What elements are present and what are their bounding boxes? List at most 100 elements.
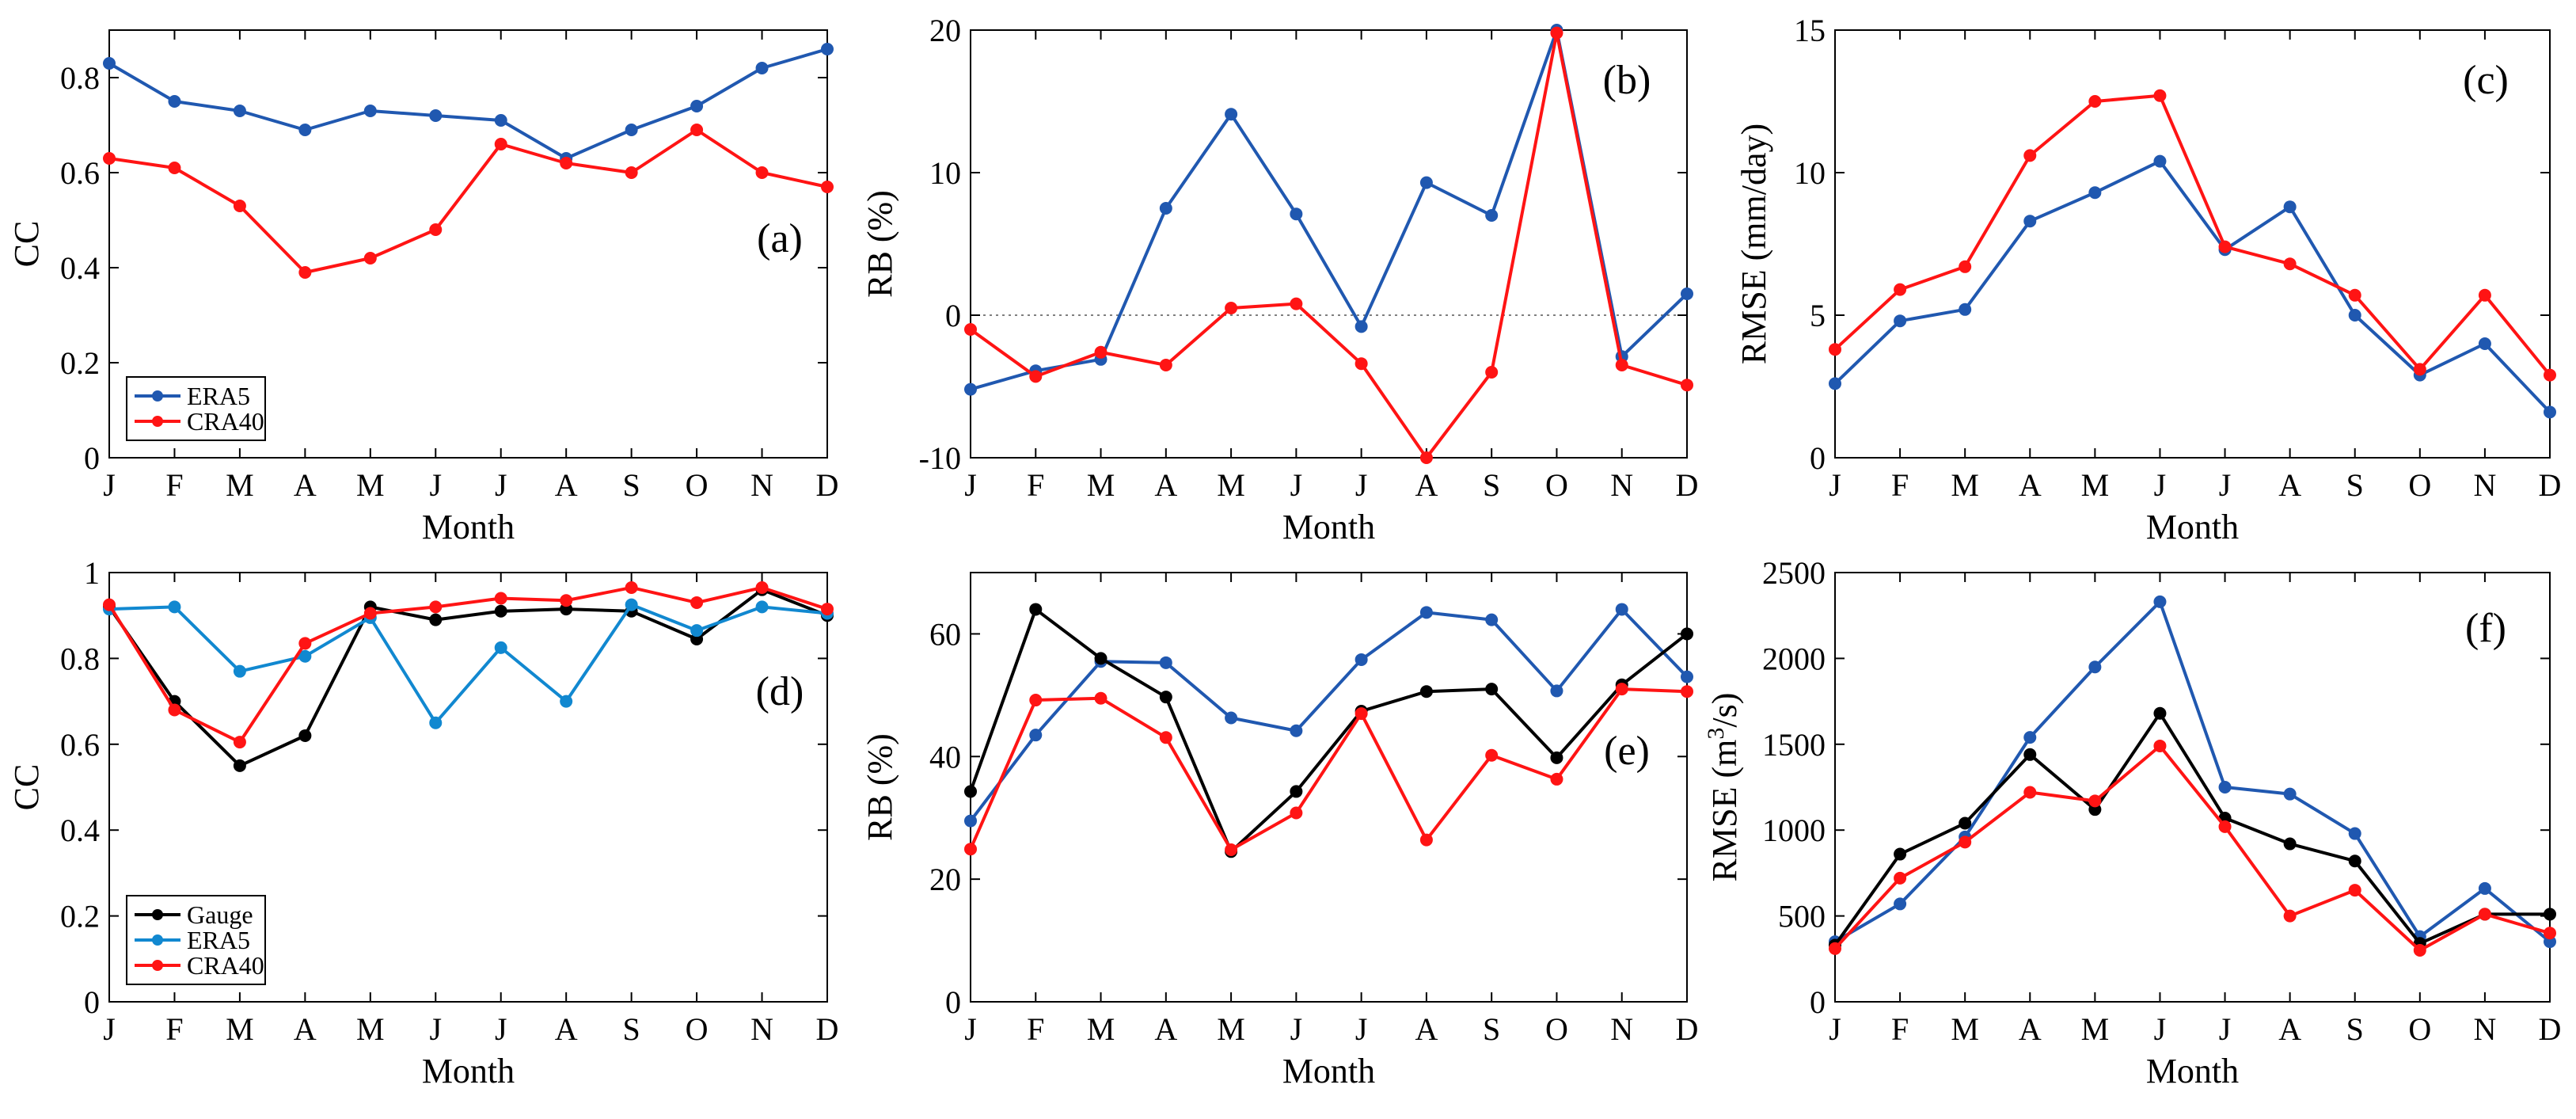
panel-label: (d)	[756, 669, 804, 714]
y-tick-label: -10	[919, 440, 961, 476]
data-point	[363, 607, 377, 620]
series-line	[969, 31, 1688, 459]
y-axis-label: RMSE (mm/day)	[1734, 124, 1773, 364]
data-point	[1419, 451, 1433, 464]
data-point	[2023, 149, 2037, 162]
data-point	[494, 138, 507, 150]
data-point	[2478, 337, 2491, 350]
series-cra40	[1829, 89, 2556, 382]
series-line	[1833, 744, 2551, 952]
data-point	[298, 124, 312, 136]
y-tick-label: 0.2	[60, 345, 100, 381]
x-tick-label: S	[623, 467, 640, 503]
panel-label: (b)	[1603, 58, 1651, 103]
data-point	[1290, 785, 1303, 798]
data-point	[2478, 881, 2491, 895]
x-tick-label: J	[2154, 1011, 2167, 1047]
data-point	[964, 785, 977, 798]
y-tick-label: 10	[1794, 155, 1826, 191]
x-tick-label: J	[2219, 1011, 2232, 1047]
series-line	[108, 128, 828, 274]
data-point	[1290, 806, 1303, 820]
x-axis-label: Month	[422, 1052, 515, 1090]
data-point	[1354, 320, 1368, 333]
panel-label: (c)	[2463, 58, 2509, 103]
data-point	[2283, 787, 2297, 801]
y-tick-label: 2000	[1762, 641, 1826, 676]
data-point	[103, 57, 116, 70]
x-tick-label: D	[1676, 467, 1699, 503]
x-tick-label: F	[1027, 467, 1044, 503]
y-tick-label: 0.6	[60, 727, 100, 763]
x-tick-label: J	[1829, 467, 1841, 503]
x-tick-label: A	[294, 1011, 317, 1047]
data-point	[1615, 359, 1628, 371]
data-point	[1029, 370, 1043, 383]
y-axis-label: RB (%)	[861, 190, 899, 298]
series-line	[1833, 93, 2551, 376]
data-point	[233, 759, 246, 772]
x-tick-label: M	[2081, 467, 2110, 503]
data-point	[1894, 897, 1907, 911]
series-line	[108, 588, 828, 767]
data-point	[1681, 379, 1693, 392]
series-cra40	[1829, 739, 2556, 957]
x-tick-label: O	[2408, 467, 2431, 503]
data-point	[964, 814, 977, 828]
x-tick-label: A	[2019, 467, 2042, 503]
data-point	[2348, 827, 2361, 840]
panel-c: 0 5 10 15 J F M A M J J A S O N D Month RMSE (mm/day) (c)	[1734, 13, 2561, 546]
data-point	[363, 105, 377, 117]
axes-box	[1834, 29, 2551, 459]
data-point	[1159, 691, 1172, 704]
data-point	[690, 100, 704, 112]
data-point	[1029, 603, 1043, 616]
x-tick-label: M	[1951, 467, 1979, 503]
data-point	[1681, 627, 1693, 641]
x-tick-label: N	[750, 467, 773, 503]
data-point	[1485, 209, 1499, 222]
series-gauge	[964, 603, 1693, 858]
y-tick-label: 0	[1810, 440, 1826, 476]
x-tick-label: M	[356, 1011, 385, 1047]
x-tick-label: A	[2019, 1011, 2042, 1047]
data-point	[1485, 613, 1499, 626]
data-point	[1094, 345, 1108, 359]
panel-f: 0 500 1000 1500 2000 2500 J F M A M J J A S O N D Month RMS…	[1703, 555, 2561, 1090]
y-axis-label: RB (%)	[861, 733, 899, 841]
data-point	[1159, 731, 1172, 744]
y-axis-label: CC	[7, 764, 46, 811]
data-point	[2153, 89, 2167, 102]
x-tick-label: F	[165, 1011, 183, 1047]
legend-label: ERA5	[187, 382, 250, 410]
x-tick-label: J	[103, 1011, 116, 1047]
data-point	[233, 736, 246, 749]
data-point	[1354, 357, 1368, 371]
x-axis-label: Month	[1282, 508, 1375, 546]
panel-e: 0 20 40 60 J F M A M J J A S O N D Month RB (%) (e)	[861, 572, 1698, 1090]
panel-a: 0 0.2 0.4 0.6 0.8 J F M A M J J A S O N D Month CC (a) ERA5C…	[7, 29, 838, 546]
x-tick-label: O	[686, 467, 709, 503]
x-tick-label: D	[816, 1011, 839, 1047]
series-line	[1833, 711, 2550, 946]
data-point	[2348, 288, 2361, 302]
series-line	[108, 585, 828, 744]
data-point	[1159, 359, 1172, 371]
x-tick-label: N	[750, 1011, 773, 1047]
x-axis-label: Month	[2146, 508, 2239, 546]
data-point	[1681, 287, 1693, 300]
x-tick-label: N	[2473, 1011, 2496, 1047]
data-point	[1354, 653, 1368, 666]
data-point	[1894, 871, 1907, 885]
data-point	[1615, 683, 1628, 696]
y-tick-label: 0	[84, 984, 100, 1020]
series-era5	[964, 24, 1693, 396]
series-line	[1833, 599, 2551, 943]
data-point	[625, 580, 638, 594]
data-point	[2544, 908, 2556, 921]
axes-box	[970, 572, 1688, 1003]
y-tick-label: 20	[929, 862, 961, 897]
data-point	[560, 695, 573, 708]
x-tick-label: J	[495, 1011, 507, 1047]
